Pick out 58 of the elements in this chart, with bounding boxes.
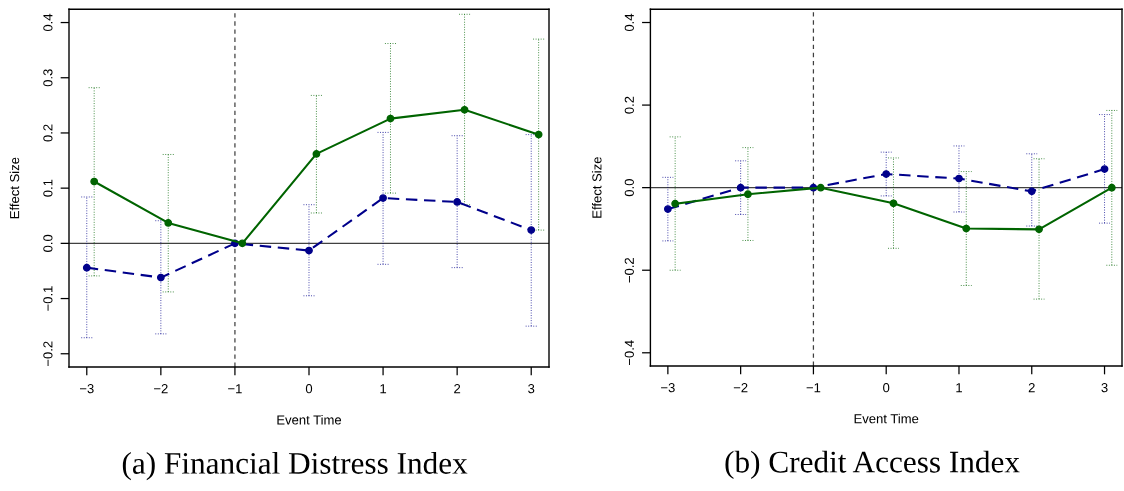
- x-tick-label: −1: [806, 383, 821, 393]
- y-tick-label: −0.2: [43, 341, 53, 366]
- point: [882, 170, 891, 178]
- point: [736, 183, 745, 192]
- x-tick-label: 3: [1101, 383, 1108, 393]
- x-tick-label: −3: [661, 383, 675, 393]
- y-tick-label: −0.1: [43, 286, 53, 311]
- point: [156, 273, 165, 282]
- y-tick-label: 0.4: [624, 13, 634, 32]
- point: [1100, 165, 1109, 173]
- point: [534, 130, 543, 139]
- x-axis-title: Event Time: [277, 414, 342, 425]
- x-tick-label: −1: [228, 384, 242, 394]
- x-axis-title: Event Time: [854, 413, 919, 424]
- y-tick-label: 0.2: [43, 124, 53, 142]
- point: [453, 198, 462, 206]
- y-tick-label: 0.3: [43, 69, 53, 87]
- y-tick-label: 0.0: [43, 234, 53, 252]
- point: [962, 224, 971, 233]
- x-tick-label: 1: [956, 383, 962, 393]
- y-axis-title: Effect Size: [9, 157, 20, 219]
- point: [955, 174, 963, 183]
- point: [527, 226, 536, 234]
- point: [164, 219, 173, 227]
- y-tick-label: 0.1: [43, 179, 53, 197]
- point: [744, 190, 752, 199]
- point: [379, 194, 387, 202]
- y-tick-label: 0.2: [624, 96, 634, 114]
- point: [312, 150, 321, 158]
- y-tick-label: −0.2: [624, 257, 634, 283]
- y-tick-label: 0.0: [624, 179, 634, 197]
- text: (a) Financial Distress Index: [122, 451, 468, 481]
- x-tick-label: −3: [79, 384, 94, 394]
- y-axis-title: Effect Size: [591, 157, 602, 218]
- text: (b) Credit Access Index: [725, 450, 1020, 479]
- x-tick-label: −2: [733, 383, 748, 393]
- point: [1027, 187, 1036, 196]
- point: [671, 199, 680, 208]
- x-tick-label: 2: [454, 384, 461, 394]
- point: [1035, 225, 1043, 234]
- x-tick-label: 2: [1028, 383, 1035, 393]
- point: [238, 239, 247, 248]
- x-tick-label: −2: [154, 384, 168, 394]
- point: [889, 199, 898, 208]
- point: [90, 177, 99, 186]
- x-tick-label: 0: [305, 384, 313, 394]
- point: [305, 246, 313, 255]
- point: [663, 205, 672, 214]
- point: [1107, 183, 1116, 192]
- x-tick-label: 3: [528, 384, 535, 394]
- point: [816, 183, 825, 192]
- point: [82, 263, 91, 272]
- y-tick-label: −0.4: [624, 340, 634, 366]
- y-tick-label: 0.4: [43, 13, 53, 32]
- x-tick-label: 1: [380, 384, 387, 394]
- point: [460, 105, 469, 114]
- point: [386, 114, 395, 123]
- x-tick-label: 0: [883, 383, 890, 393]
